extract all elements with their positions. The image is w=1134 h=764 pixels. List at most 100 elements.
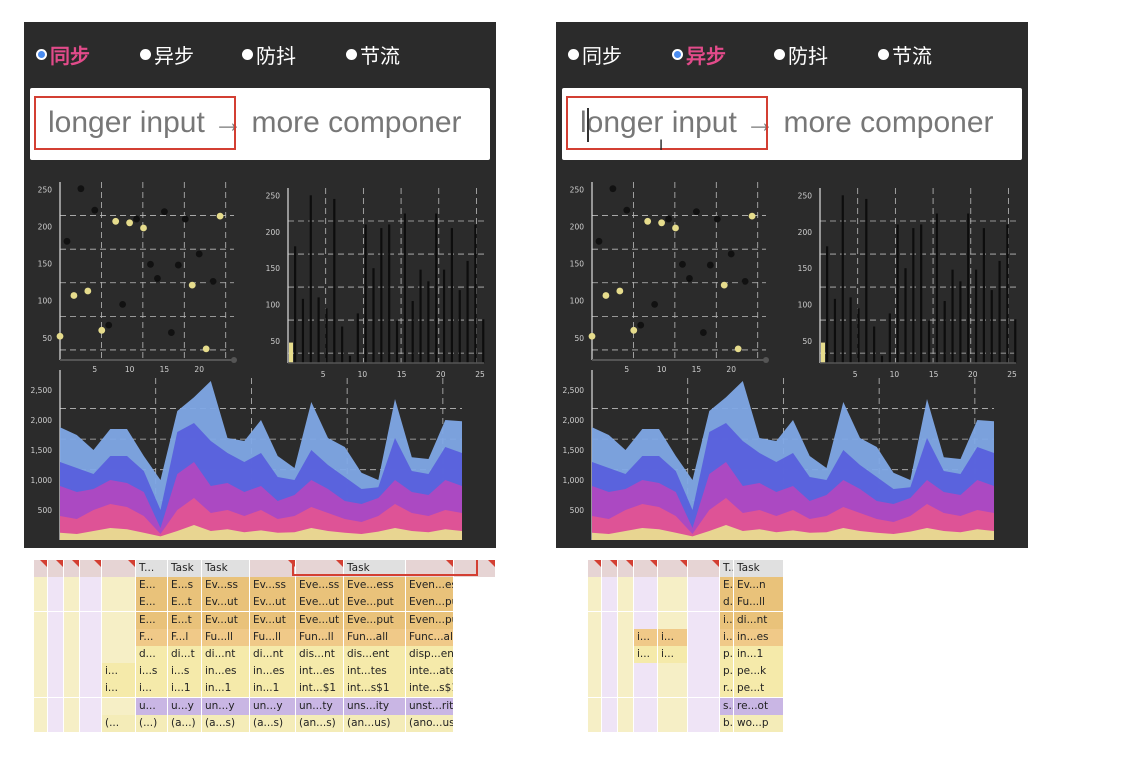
flame-chart-left[interactable]: T... Task Task Task E... E...s Ev...ss Ev...ss E…	[34, 560, 496, 732]
flame-cell[interactable]	[618, 594, 634, 612]
flame-cell[interactable]	[602, 697, 618, 715]
flame-cell[interactable]	[688, 577, 720, 595]
flame-cell[interactable]: di...nt	[202, 646, 250, 663]
flame-cell[interactable]	[588, 628, 602, 646]
flame-cell[interactable]: un...y	[202, 697, 250, 715]
flame-cell[interactable]	[48, 697, 64, 715]
flame-cell[interactable]	[296, 560, 344, 577]
flame-cell[interactable]	[602, 646, 618, 663]
flame-cell[interactable]: i...	[634, 628, 658, 646]
flame-cell[interactable]: int...$1	[296, 680, 344, 698]
flame-cell[interactable]	[602, 560, 618, 577]
mode-debounce-radio[interactable]: 防抖	[242, 40, 296, 68]
flame-cell[interactable]: E...t	[168, 594, 202, 612]
flame-cell[interactable]	[80, 697, 102, 715]
flame-cell[interactable]	[658, 663, 688, 681]
flame-cell[interactable]: (a...s)	[202, 714, 250, 732]
flame-cell[interactable]	[102, 560, 136, 577]
flame-cell[interactable]: Ev...ut	[250, 611, 296, 629]
flame-cell[interactable]: inte...s$1	[406, 680, 454, 698]
flame-cell[interactable]	[48, 628, 64, 646]
mode-throttle-radio[interactable]: 节流	[346, 40, 400, 68]
flame-cell[interactable]: Fu...ll	[250, 628, 296, 646]
flame-cell[interactable]	[602, 577, 618, 595]
flame-cell[interactable]	[658, 680, 688, 698]
flame-cell[interactable]	[34, 594, 48, 612]
flame-cell[interactable]	[48, 714, 64, 732]
flame-cell[interactable]: (...	[102, 714, 136, 732]
flame-cell[interactable]: E...	[136, 611, 168, 629]
flame-cell[interactable]: Even...put	[406, 611, 454, 629]
flame-cell[interactable]	[588, 611, 602, 629]
flame-cell[interactable]	[80, 577, 102, 595]
flame-cell[interactable]	[34, 577, 48, 595]
flame-cell[interactable]	[64, 680, 80, 698]
flame-cell[interactable]: in...1	[734, 646, 784, 663]
flame-cell[interactable]: d...	[136, 646, 168, 663]
flame-cell[interactable]	[102, 594, 136, 612]
flame-cell[interactable]: Ev...ut	[202, 594, 250, 612]
flame-cell[interactable]	[618, 663, 634, 681]
flame-cell[interactable]	[64, 714, 80, 732]
flame-cell[interactable]	[454, 560, 496, 577]
flame-cell[interactable]: Task	[734, 560, 784, 577]
flame-cell[interactable]: Eve...ss	[296, 577, 344, 595]
flame-cell[interactable]	[588, 714, 602, 732]
flame-cell[interactable]	[602, 594, 618, 612]
mode-debounce-radio[interactable]: 防抖	[774, 40, 828, 68]
flame-cell[interactable]	[588, 646, 602, 663]
flame-cell[interactable]	[34, 628, 48, 646]
flame-cell[interactable]: Ev...ss	[250, 577, 296, 595]
mode-radio-group[interactable]: 同步 异步 防抖 节流	[556, 40, 1028, 68]
flame-cell[interactable]	[80, 663, 102, 681]
flame-cell[interactable]	[688, 646, 720, 663]
flame-cell[interactable]: d...t	[720, 594, 734, 612]
flame-cell[interactable]	[64, 646, 80, 663]
flame-cell[interactable]	[34, 560, 48, 577]
flame-cell[interactable]	[64, 611, 80, 629]
flame-cell[interactable]	[64, 663, 80, 681]
flame-cell[interactable]	[658, 560, 688, 577]
flame-cell[interactable]	[658, 594, 688, 612]
flame-cell[interactable]	[602, 628, 618, 646]
flame-cell[interactable]	[658, 577, 688, 595]
flame-cell[interactable]: Ev...ut	[202, 611, 250, 629]
flame-cell[interactable]	[80, 714, 102, 732]
flame-cell[interactable]	[34, 646, 48, 663]
flame-cell[interactable]	[688, 611, 720, 629]
flame-cell[interactable]	[688, 594, 720, 612]
flame-cell[interactable]: (an...us)	[344, 714, 406, 732]
flame-cell[interactable]	[48, 611, 64, 629]
flame-cell[interactable]: i...s	[720, 611, 734, 629]
flame-cell[interactable]	[688, 680, 720, 698]
flame-cell[interactable]: Even...put	[406, 594, 454, 612]
flame-cell[interactable]: dis...nt	[296, 646, 344, 663]
flame-cell[interactable]: E...n	[720, 577, 734, 595]
flame-cell[interactable]	[48, 646, 64, 663]
flame-cell[interactable]	[602, 680, 618, 698]
text-input[interactable]: longer input → more componer Ⅰ	[562, 88, 1022, 160]
flame-cell[interactable]: s...r	[720, 697, 734, 715]
flame-cell[interactable]	[588, 663, 602, 681]
flame-cell[interactable]: pe...k	[734, 663, 784, 681]
flame-cell[interactable]	[634, 680, 658, 698]
flame-cell[interactable]: Eve...put	[344, 594, 406, 612]
flame-cell[interactable]	[102, 611, 136, 629]
flame-cell[interactable]	[80, 560, 102, 577]
flame-cell[interactable]	[658, 714, 688, 732]
flame-cell[interactable]	[406, 560, 454, 577]
flame-cell[interactable]	[48, 663, 64, 681]
flame-cell[interactable]: u...y	[168, 697, 202, 715]
flame-cell[interactable]	[64, 628, 80, 646]
flame-cell[interactable]	[80, 628, 102, 646]
flame-cell[interactable]	[48, 577, 64, 595]
flame-cell[interactable]: i...	[634, 646, 658, 663]
mode-sync-radio[interactable]: 同步	[568, 40, 622, 68]
flame-cell[interactable]: Eve...ut	[296, 611, 344, 629]
flame-cell[interactable]	[34, 663, 48, 681]
flame-cell[interactable]: E...	[136, 577, 168, 595]
flame-cell[interactable]: int...tes	[344, 663, 406, 681]
flame-cell[interactable]: u...	[136, 697, 168, 715]
flame-cell[interactable]	[688, 714, 720, 732]
flame-cell[interactable]: Task	[168, 560, 202, 577]
